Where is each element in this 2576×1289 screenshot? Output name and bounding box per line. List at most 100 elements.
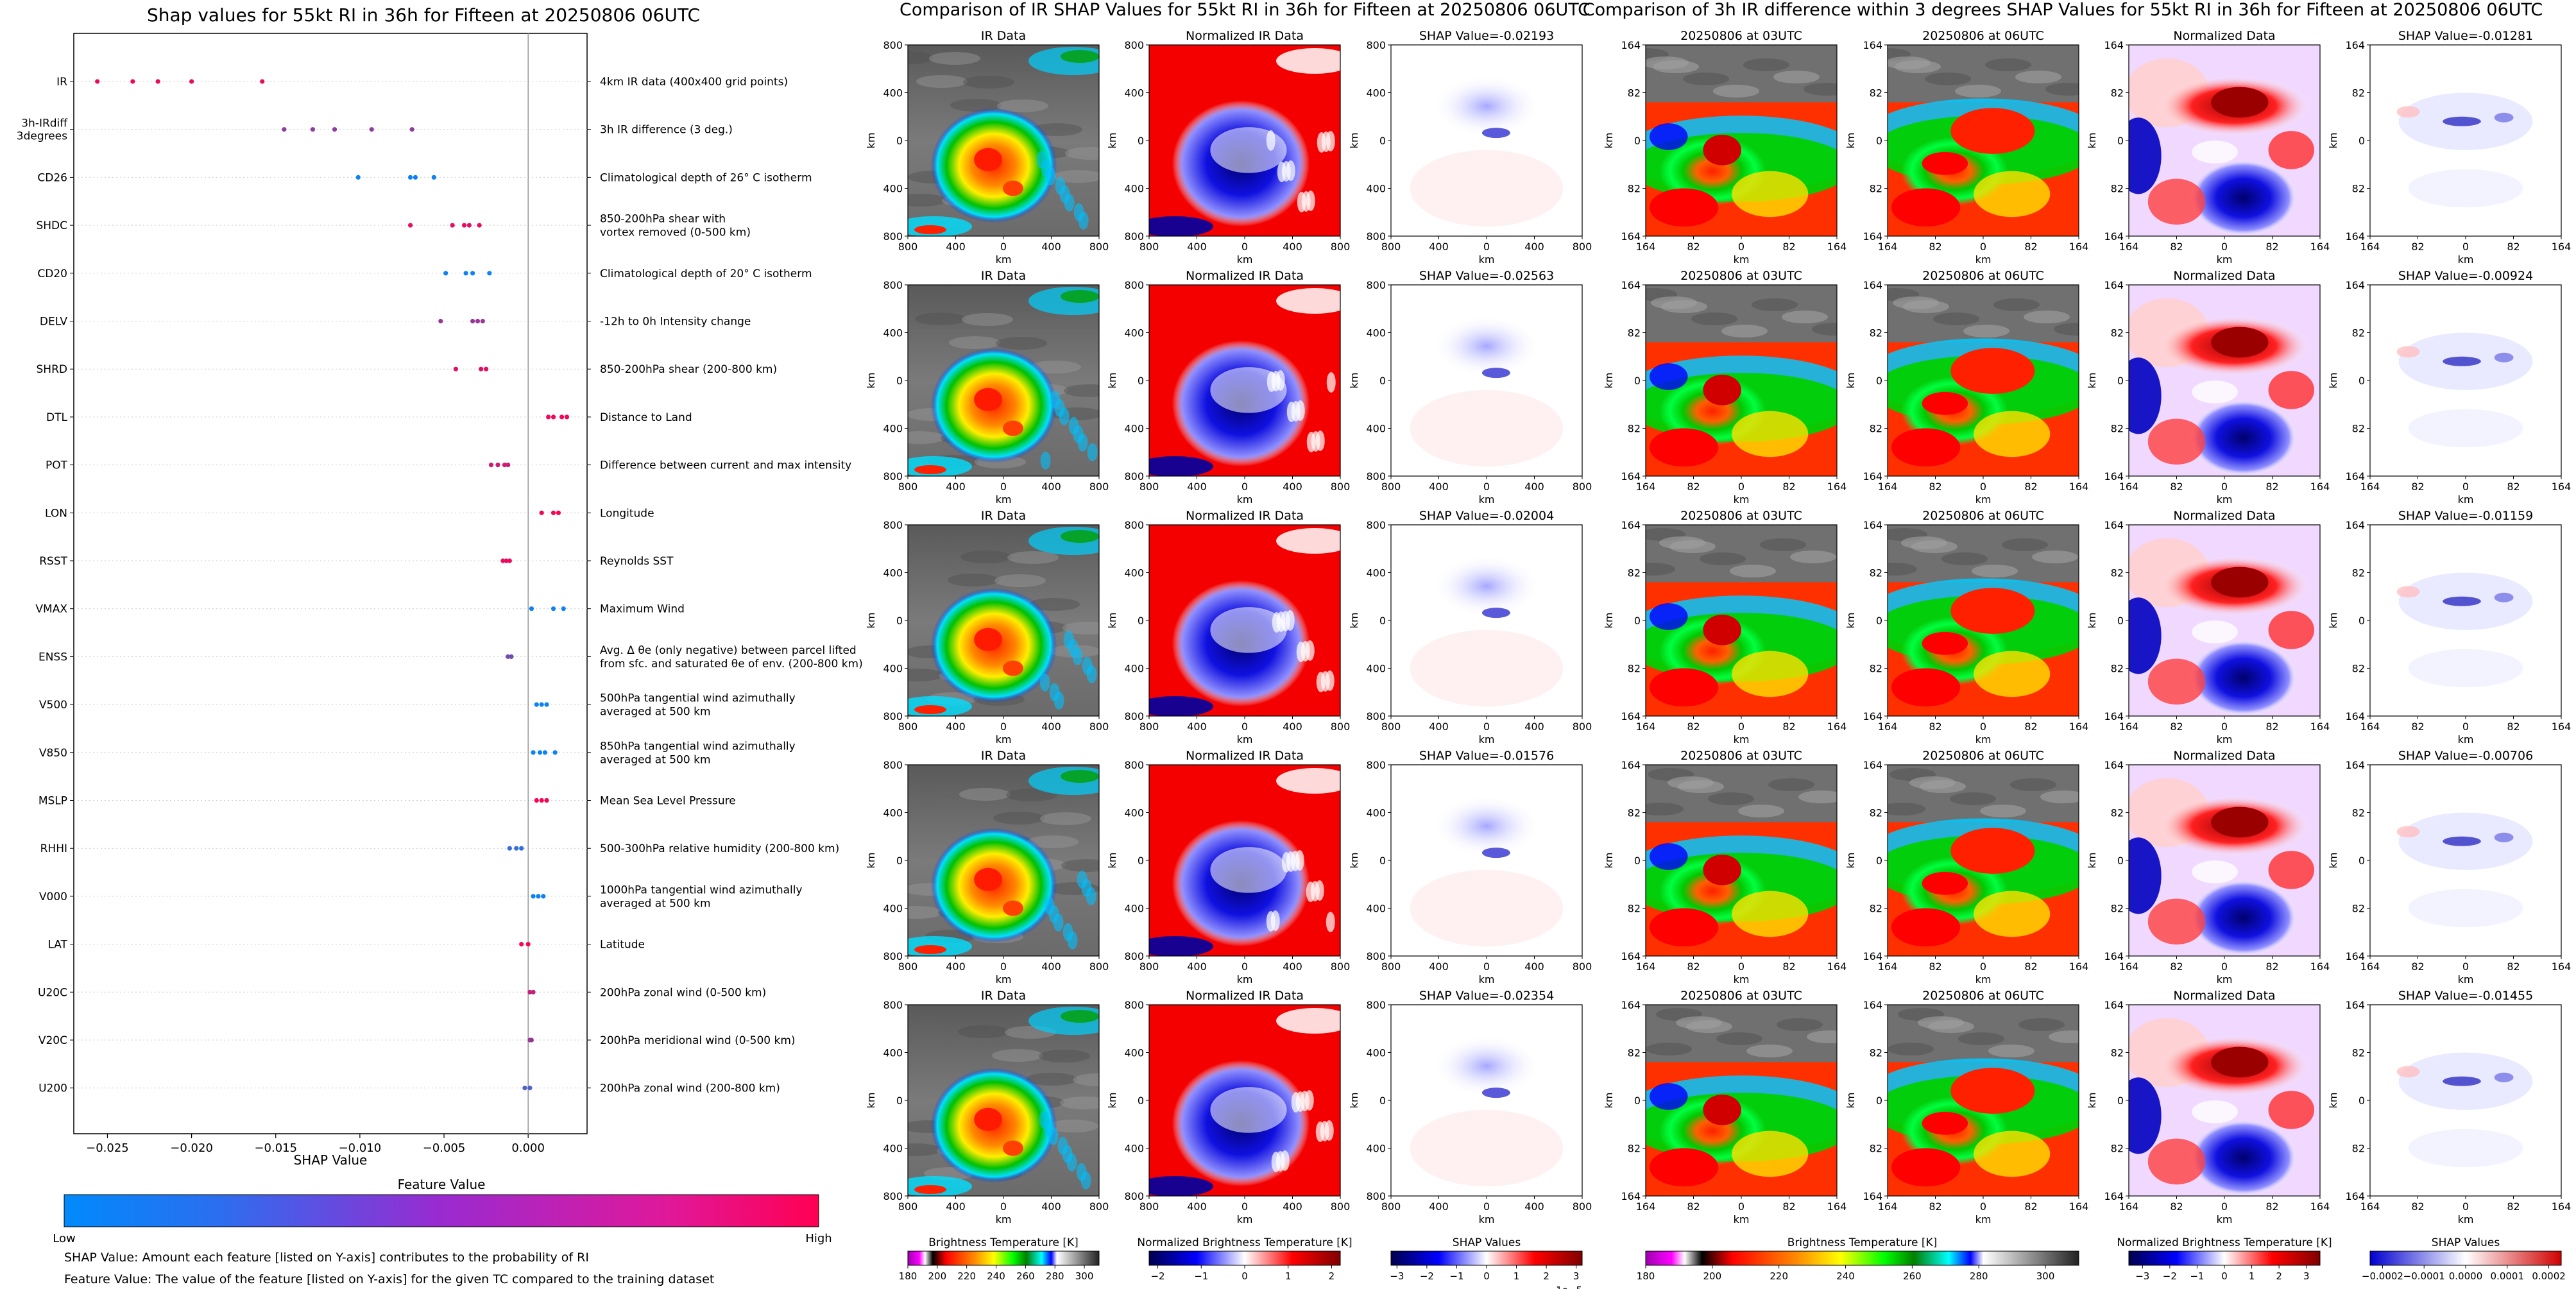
ytick-label: 164	[1621, 39, 1641, 51]
shap-point	[542, 750, 548, 755]
normalized-diff-image	[2129, 765, 2320, 956]
shap-point	[260, 79, 265, 84]
xtick-label: 82	[1687, 241, 1700, 253]
ytick-label: 800	[1366, 470, 1386, 482]
xtick-label: 400	[1041, 481, 1061, 493]
xtick-label: 164	[2310, 721, 2330, 733]
feature-name-label: DELV	[40, 316, 67, 329]
shap-point	[514, 846, 519, 851]
colorbar-gradient	[1390, 1251, 1583, 1266]
xtick-label: 82	[2411, 960, 2424, 973]
xtick-label: 82	[2507, 241, 2520, 253]
xtick-label: 164	[2119, 481, 2139, 493]
panel-xlabel: km	[1975, 973, 1992, 986]
xtick-label: 400	[1429, 481, 1449, 493]
xtick-label: 82	[1929, 721, 1941, 733]
feature-description-label: Difference between current and max inten…	[600, 459, 851, 472]
panel-ylabel: km	[1106, 853, 1118, 869]
ytick-label: 164	[1863, 759, 1882, 771]
panel-title: Normalized IR Data	[1186, 509, 1304, 523]
xtick-label: 0	[1000, 960, 1007, 973]
xtick-label: 82	[1929, 1200, 1941, 1213]
xtick-label: 0.000	[511, 1141, 545, 1155]
colorbar-tick-label: −2	[1420, 1270, 1434, 1282]
shap-diff-image	[2370, 765, 2561, 956]
colorbar-label: SHAP Values	[1453, 1236, 1521, 1249]
colorbar-tick-label: 1	[1285, 1270, 1292, 1282]
panel-ylabel: km	[1603, 613, 1615, 629]
colorbar-tick-label: 1	[1514, 1270, 1520, 1282]
shap-point	[550, 510, 556, 515]
ytick-label: 82	[2352, 423, 2365, 435]
shap-point	[561, 606, 566, 611]
ytick-label: 0	[896, 855, 903, 867]
xtick-label: 82	[2170, 960, 2183, 973]
xtick-label: 82	[1929, 481, 1941, 493]
xtick-label: 800	[1089, 481, 1109, 493]
ytick-label: 164	[2104, 759, 2124, 771]
shap-point	[531, 750, 536, 755]
xtick-label: 164	[1636, 960, 1656, 973]
shap-point	[488, 463, 494, 468]
panel-title: Normalized Data	[2173, 749, 2275, 763]
shap-point	[527, 989, 533, 994]
ytick-label: 164	[1863, 1190, 1882, 1202]
ytick-label: 0	[896, 615, 903, 627]
ytick-label: 164	[2104, 519, 2124, 531]
shap-point	[519, 846, 524, 851]
ytick-label: 0	[1634, 855, 1641, 867]
ytick-label: 82	[1628, 87, 1641, 99]
ytick-label: 164	[1621, 230, 1641, 243]
panel-xlabel: km	[2217, 253, 2233, 266]
feature-description-label: Climatological depth of 20° C isotherm	[600, 268, 812, 280]
xtick-label: 800	[1139, 721, 1159, 733]
panel-xlabel: km	[1975, 493, 1992, 506]
ytick-label: 164	[1621, 759, 1641, 771]
feature-name-label: U200	[38, 1082, 67, 1095]
feature-description-label: 4km IR data (400x400 grid points)	[600, 76, 788, 89]
panel-xlabel: km	[2217, 973, 2233, 986]
xtick-label: 0	[1000, 241, 1007, 253]
shap-point	[507, 558, 512, 563]
xtick-label: 82	[2265, 960, 2278, 973]
ytick-label: 0	[2358, 375, 2365, 387]
ir-06utc-image	[1888, 45, 2079, 236]
shap-point	[506, 463, 511, 468]
colorbar: SHAP Values −0.0002 −0.0001 0.0000 0.0001 0.0…	[2362, 1236, 2566, 1282]
ytick-label: 800	[1366, 279, 1386, 291]
xtick-label: 800	[1573, 241, 1592, 253]
ir-comparison-title: Comparison of IR SHAP Values for 55kt RI…	[900, 0, 1590, 20]
xtick-label: 164	[2552, 960, 2572, 973]
panel-xlabel: km	[2217, 493, 2233, 506]
ir-06utc-image	[1888, 285, 2079, 476]
ytick-label: 82	[2352, 183, 2365, 195]
panel-title: SHAP Value=-0.01281	[2398, 29, 2533, 43]
ir-image	[908, 285, 1099, 476]
ytick-label: 164	[1863, 279, 1882, 291]
colorbar-tick-label: 240	[1836, 1270, 1855, 1282]
ir-panel: Normalized IR Data8008004004000040040080…	[1106, 989, 1350, 1225]
xtick-label: 800	[898, 481, 918, 493]
ytick-label: 0	[2358, 615, 2365, 627]
colorbar-tick-label: 180	[1637, 1270, 1655, 1282]
ytick-label: 0	[2358, 855, 2365, 867]
shap-point	[130, 79, 135, 84]
ytick-label: 0	[1634, 375, 1641, 387]
ytick-label: 82	[2111, 663, 2124, 675]
feature-description-label: -12h to 0h Intensity change	[600, 316, 751, 329]
xtick-label: 82	[2411, 481, 2424, 493]
ytick-label: 0	[2117, 615, 2124, 627]
xtick-label: 0	[1980, 1200, 1986, 1213]
xtick-label: 400	[1283, 481, 1302, 493]
diff-panel: 20250806 at 03UTC1641648282008282164164k…	[1603, 509, 1847, 746]
xtick-label: 0	[1980, 721, 1986, 733]
ytick-label: 400	[883, 1047, 903, 1059]
ytick-label: 164	[2345, 230, 2365, 243]
xtick-label: 800	[1381, 241, 1401, 253]
ytick-label: 400	[1124, 1143, 1144, 1155]
xtick-label: 164	[1827, 960, 1847, 973]
xtick-label: 0	[2221, 721, 2228, 733]
panel-ylabel: km	[1106, 1093, 1118, 1109]
colorbar-tick-label: 0	[2221, 1270, 2228, 1282]
